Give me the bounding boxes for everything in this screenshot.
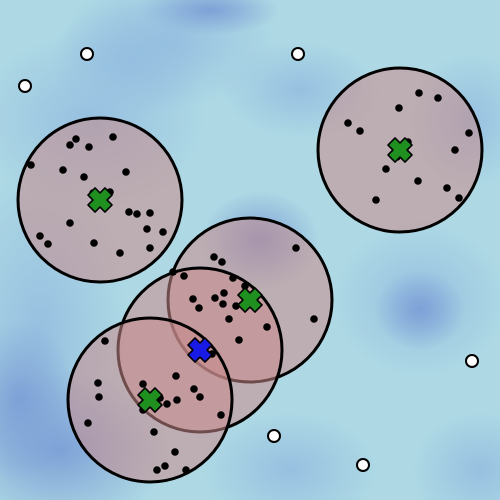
unit-dot	[169, 268, 177, 276]
unit-dot	[195, 304, 203, 312]
unit-dot	[229, 274, 237, 282]
unit-dot	[146, 209, 154, 217]
unit-dot	[292, 244, 300, 252]
unit-dot	[451, 146, 459, 154]
unit-dot	[465, 129, 473, 137]
unit-dot	[44, 240, 52, 248]
unit-dot	[415, 89, 423, 97]
unit-dot	[94, 379, 102, 387]
unit-dot	[172, 372, 180, 380]
unit-dot	[109, 133, 117, 141]
unit-dot	[382, 165, 390, 173]
unit-dot	[455, 194, 463, 202]
unit-dot	[163, 400, 171, 408]
unit-dot	[196, 393, 204, 401]
blue-x-marker-icon[interactable]	[183, 333, 217, 367]
white-ring-point-icon[interactable]	[267, 429, 281, 443]
terrain-blob	[200, 410, 380, 500]
markers-layer	[83, 133, 417, 417]
terrain-blob	[0, 320, 80, 480]
white-ring-point-icon[interactable]	[80, 47, 94, 61]
unit-dot	[220, 289, 228, 297]
unit-dot	[95, 393, 103, 401]
unit-dot	[153, 466, 161, 474]
unit-dot	[125, 208, 133, 216]
unit-dot	[122, 168, 130, 176]
unit-dot	[59, 166, 67, 174]
unit-dot	[66, 141, 74, 149]
terrain-blob	[410, 410, 500, 500]
white-ring-point-icon[interactable]	[465, 354, 479, 368]
unit-dot	[27, 161, 35, 169]
unit-dot	[217, 411, 225, 419]
unit-dot	[116, 249, 124, 257]
unit-dot	[414, 177, 422, 185]
unit-dot	[36, 232, 44, 240]
unit-dot	[159, 228, 167, 236]
green-x-marker-icon[interactable]	[383, 133, 417, 167]
unit-dot	[171, 448, 179, 456]
outside-points-layer	[18, 47, 479, 472]
unit-dot	[182, 466, 190, 474]
unit-dot	[139, 380, 147, 388]
terrain-blob	[375, 270, 465, 350]
unit-dot	[90, 239, 98, 247]
unit-dot	[85, 143, 93, 151]
unit-dot	[219, 300, 227, 308]
unit-dot	[72, 135, 80, 143]
unit-dot	[344, 119, 352, 127]
unit-dot	[356, 127, 364, 135]
unit-dot	[225, 315, 233, 323]
unit-dot	[180, 272, 188, 280]
green-x-marker-icon[interactable]	[83, 183, 117, 217]
terrain-blob	[50, 0, 210, 120]
green-x-marker-icon[interactable]	[233, 283, 267, 317]
unit-dot	[173, 396, 181, 404]
unit-dot	[263, 323, 271, 331]
unit-dot	[190, 385, 198, 393]
unit-dot	[84, 419, 92, 427]
unit-dot	[395, 104, 403, 112]
unit-dot	[189, 295, 197, 303]
unit-dot	[101, 337, 109, 345]
green-x-marker-icon[interactable]	[133, 383, 167, 417]
unit-dot	[146, 244, 154, 252]
unit-dot	[235, 336, 243, 344]
unit-dot	[434, 94, 442, 102]
white-ring-point-icon[interactable]	[291, 47, 305, 61]
unit-dot	[372, 196, 380, 204]
unit-dot	[133, 210, 141, 218]
unit-dot	[80, 173, 88, 181]
unit-dot	[161, 462, 169, 470]
unit-dot	[210, 253, 218, 261]
unit-dot	[310, 315, 318, 323]
unit-dot	[218, 258, 226, 266]
unit-dot	[241, 282, 249, 290]
unit-dot	[150, 428, 158, 436]
unit-dot	[211, 294, 219, 302]
unit-dot	[143, 225, 151, 233]
white-ring-point-icon[interactable]	[356, 458, 370, 472]
unit-dot	[66, 219, 74, 227]
unit-dot	[443, 184, 451, 192]
white-ring-point-icon[interactable]	[18, 79, 32, 93]
